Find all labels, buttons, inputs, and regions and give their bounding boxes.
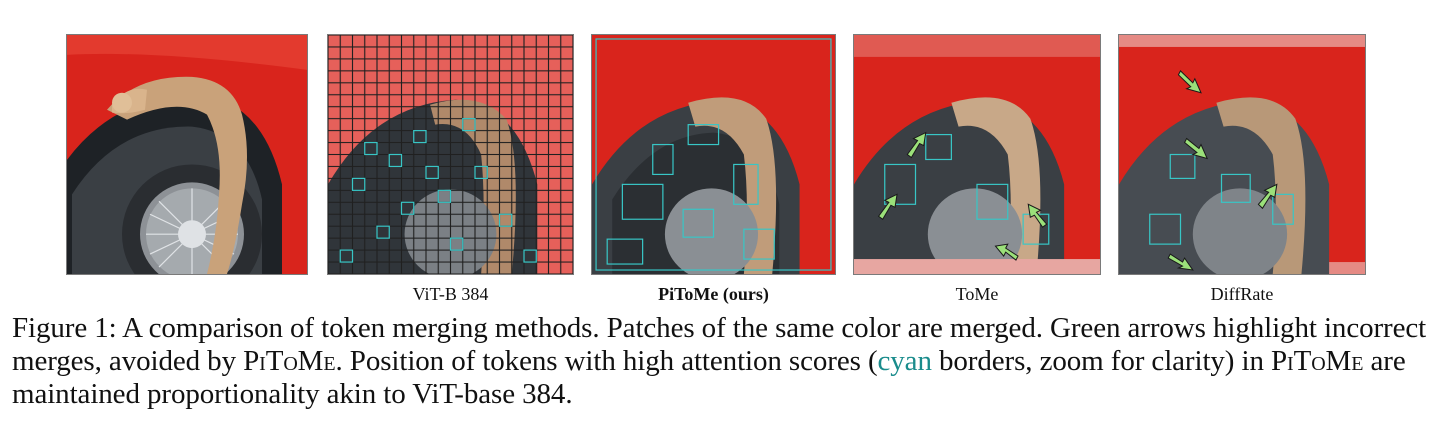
caption-after-cyan: borders, zoom for clarity) in (931, 345, 1272, 377)
caption-cyan-word: cyan (877, 345, 932, 377)
pitome-panel (591, 34, 836, 275)
caption-suffix: are maintained proportionality akin to V… (12, 345, 1406, 410)
diffrate-panel (1118, 34, 1366, 275)
panel-label-pitome: PiToMe (ours) (658, 284, 769, 304)
original-image-panel (66, 34, 308, 275)
vit-b-384-panel (327, 34, 574, 275)
cat-on-tire-image (67, 35, 307, 274)
vit-token-grid (328, 35, 573, 274)
tome-panel (853, 34, 1101, 275)
caption-method-name: PiToMe (243, 345, 336, 377)
diffrate-merge-map (1119, 35, 1365, 274)
caption-prefix: Figure 1: A comparison of token merging … (12, 312, 1427, 377)
tome-merge-map (854, 35, 1100, 274)
arrow-icon (877, 131, 1048, 261)
panel-label-diffrate: DiffRate (1210, 284, 1274, 304)
panel-label-vit: ViT-B 384 (412, 284, 489, 304)
caption-middle: . Position of tokens with high attention… (335, 345, 878, 377)
figure-caption: Figure 1: A comparison of token merging … (12, 312, 1427, 411)
pitome-merge-map (592, 35, 835, 274)
arrow-icon (1167, 70, 1278, 271)
panel-label-tome: ToMe (955, 284, 999, 304)
caption-method-name-2: PiToMe (1271, 345, 1364, 377)
